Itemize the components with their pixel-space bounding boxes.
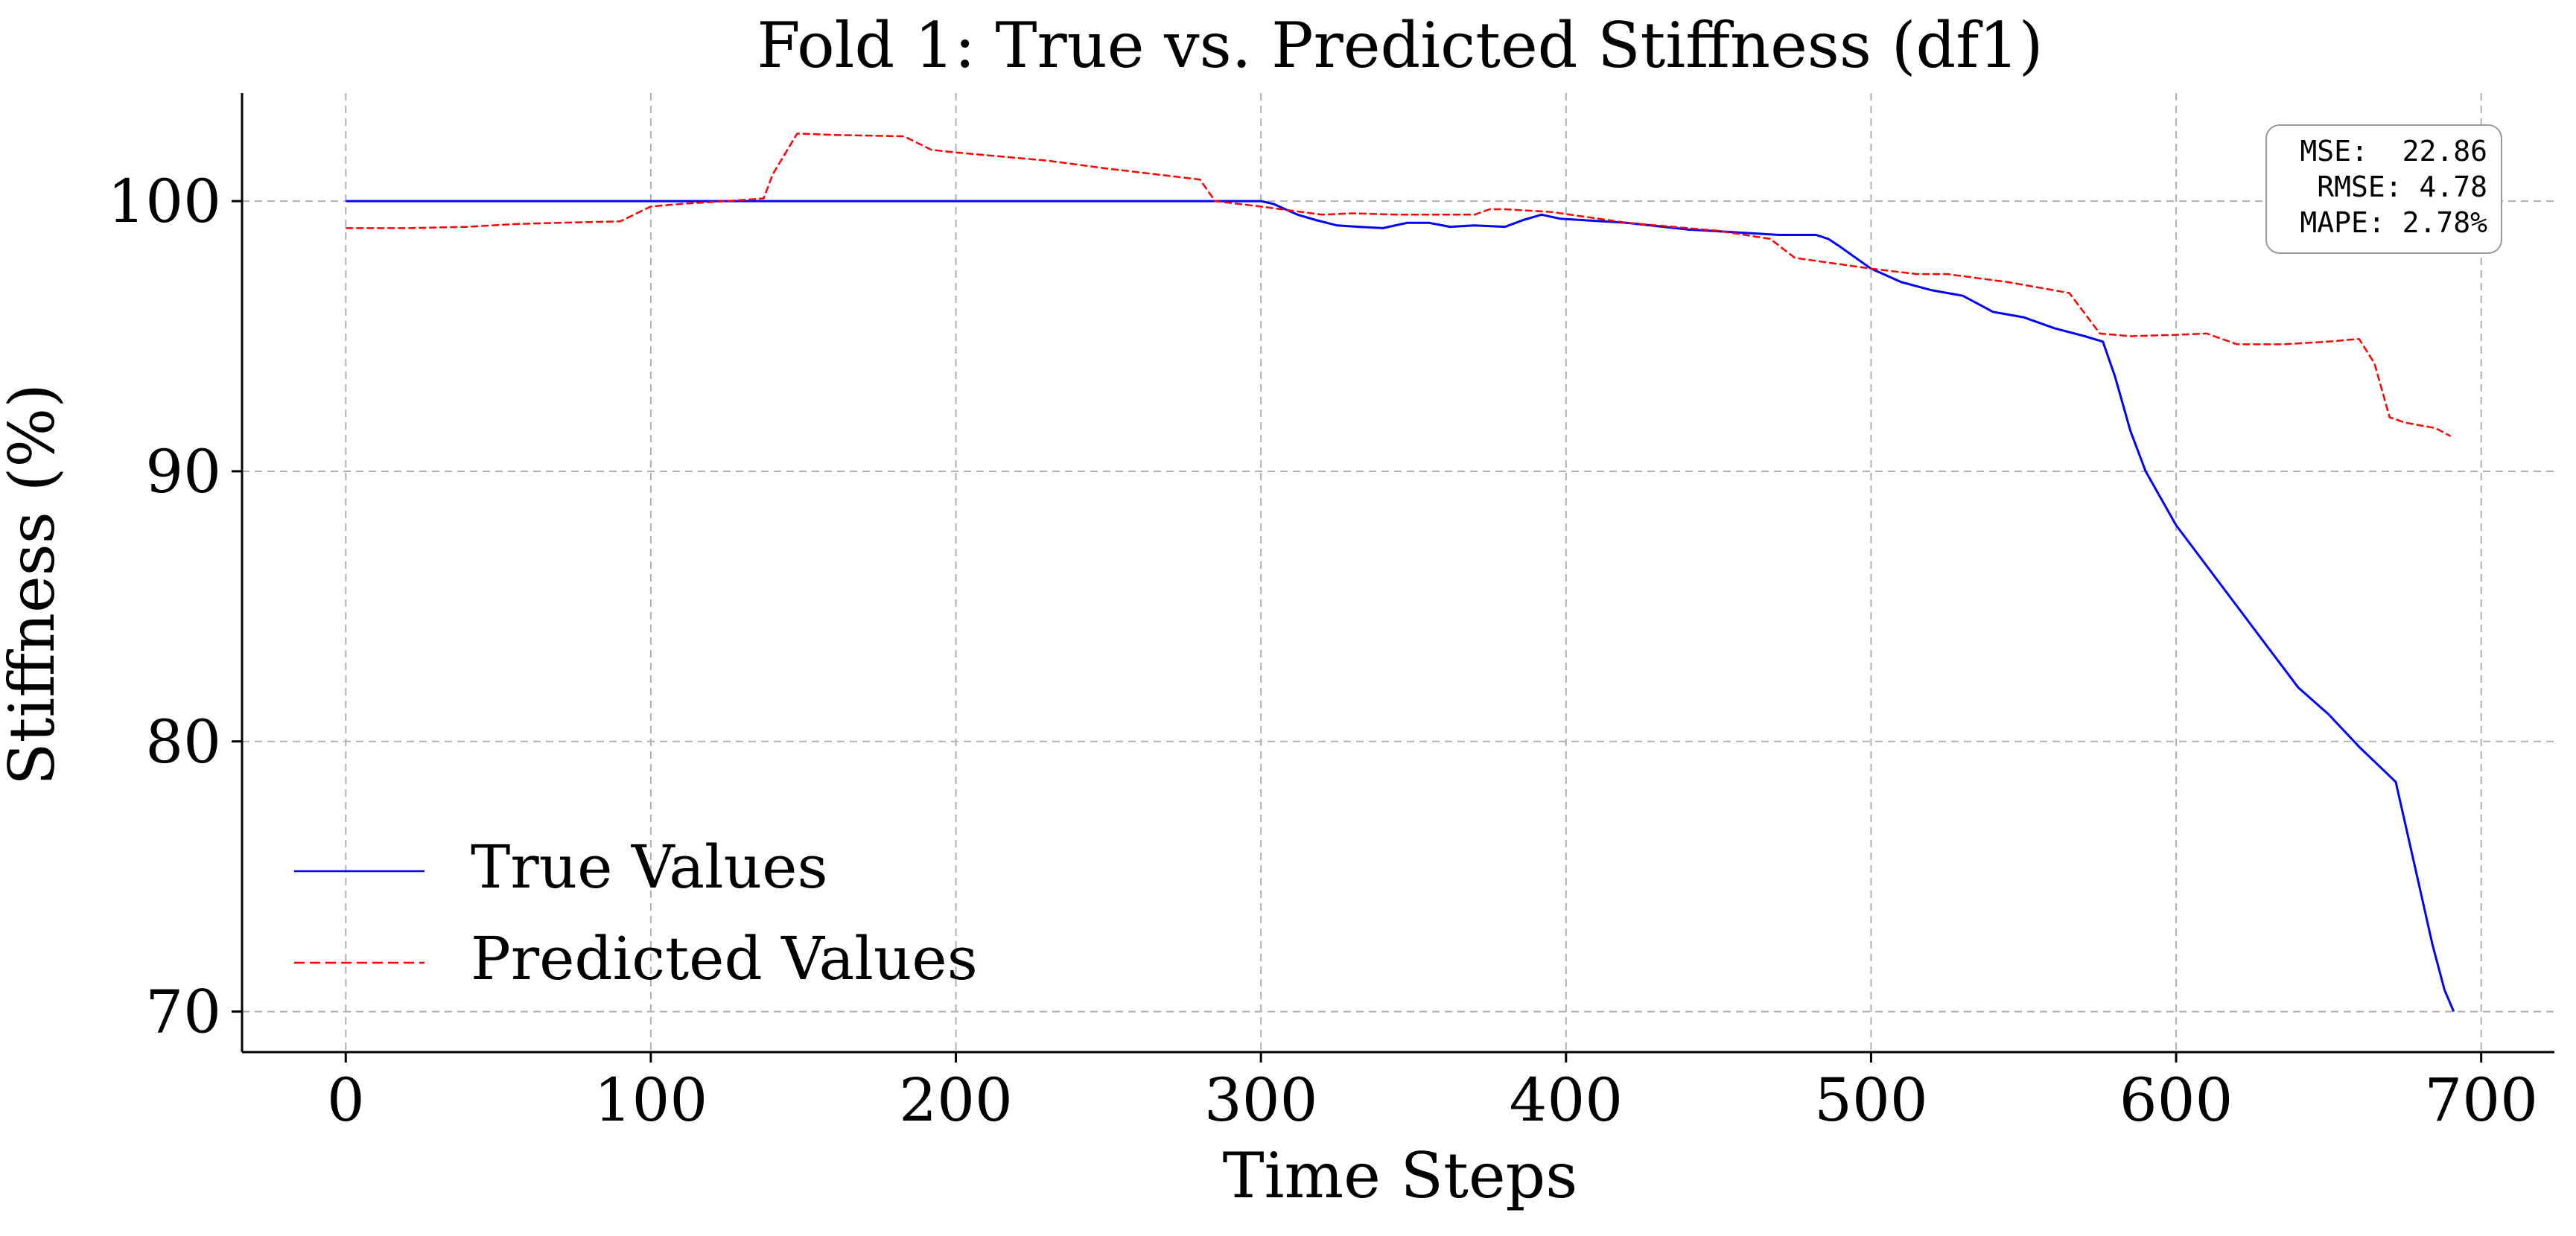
ticks: 0 100 200 300 400 500 600 700 70 80 90 100 (107, 167, 2538, 1135)
series-line-predicted (346, 133, 2452, 437)
metrics-box-frame (2265, 124, 2502, 254)
y-tick-label: 80 (145, 707, 221, 777)
series-line-true (346, 200, 2455, 1013)
x-tick-label: 700 (2424, 1065, 2538, 1135)
x-tick-label: 500 (1814, 1065, 1928, 1135)
x-axis-label: Time Steps (1223, 1139, 1578, 1212)
x-tick-label: 200 (899, 1065, 1013, 1135)
legend: True Values Predicted Values (294, 832, 978, 993)
legend-label-true: True Values (471, 832, 828, 902)
y-tick-label: 90 (145, 437, 221, 506)
chart-title: Fold 1: True vs. Predicted Stiffness (df… (757, 9, 2043, 82)
legend-label-predicted: Predicted Values (471, 924, 978, 993)
series-layer (346, 133, 2455, 1013)
y-axis-label: Stiffness (%) (0, 383, 69, 786)
x-tick-label: 0 (327, 1065, 365, 1135)
x-tick-label: 400 (1509, 1065, 1623, 1135)
grid (242, 93, 2554, 1052)
metric-mse: MSE: 22.86 (2300, 135, 2487, 168)
metric-rmse: RMSE: 4.78 (2300, 171, 2487, 203)
x-tick-label: 600 (2119, 1065, 2233, 1135)
metric-mape: MAPE: 2.78% (2300, 206, 2487, 239)
x-tick-label: 300 (1204, 1065, 1318, 1135)
x-tick-label: 100 (594, 1065, 708, 1135)
axes (241, 93, 2554, 1054)
y-tick-label: 70 (145, 978, 221, 1047)
y-tick-label: 100 (107, 167, 221, 236)
metrics-box: MSE: 22.86 RMSE: 4.78 MAPE: 2.78% (2265, 124, 2502, 254)
